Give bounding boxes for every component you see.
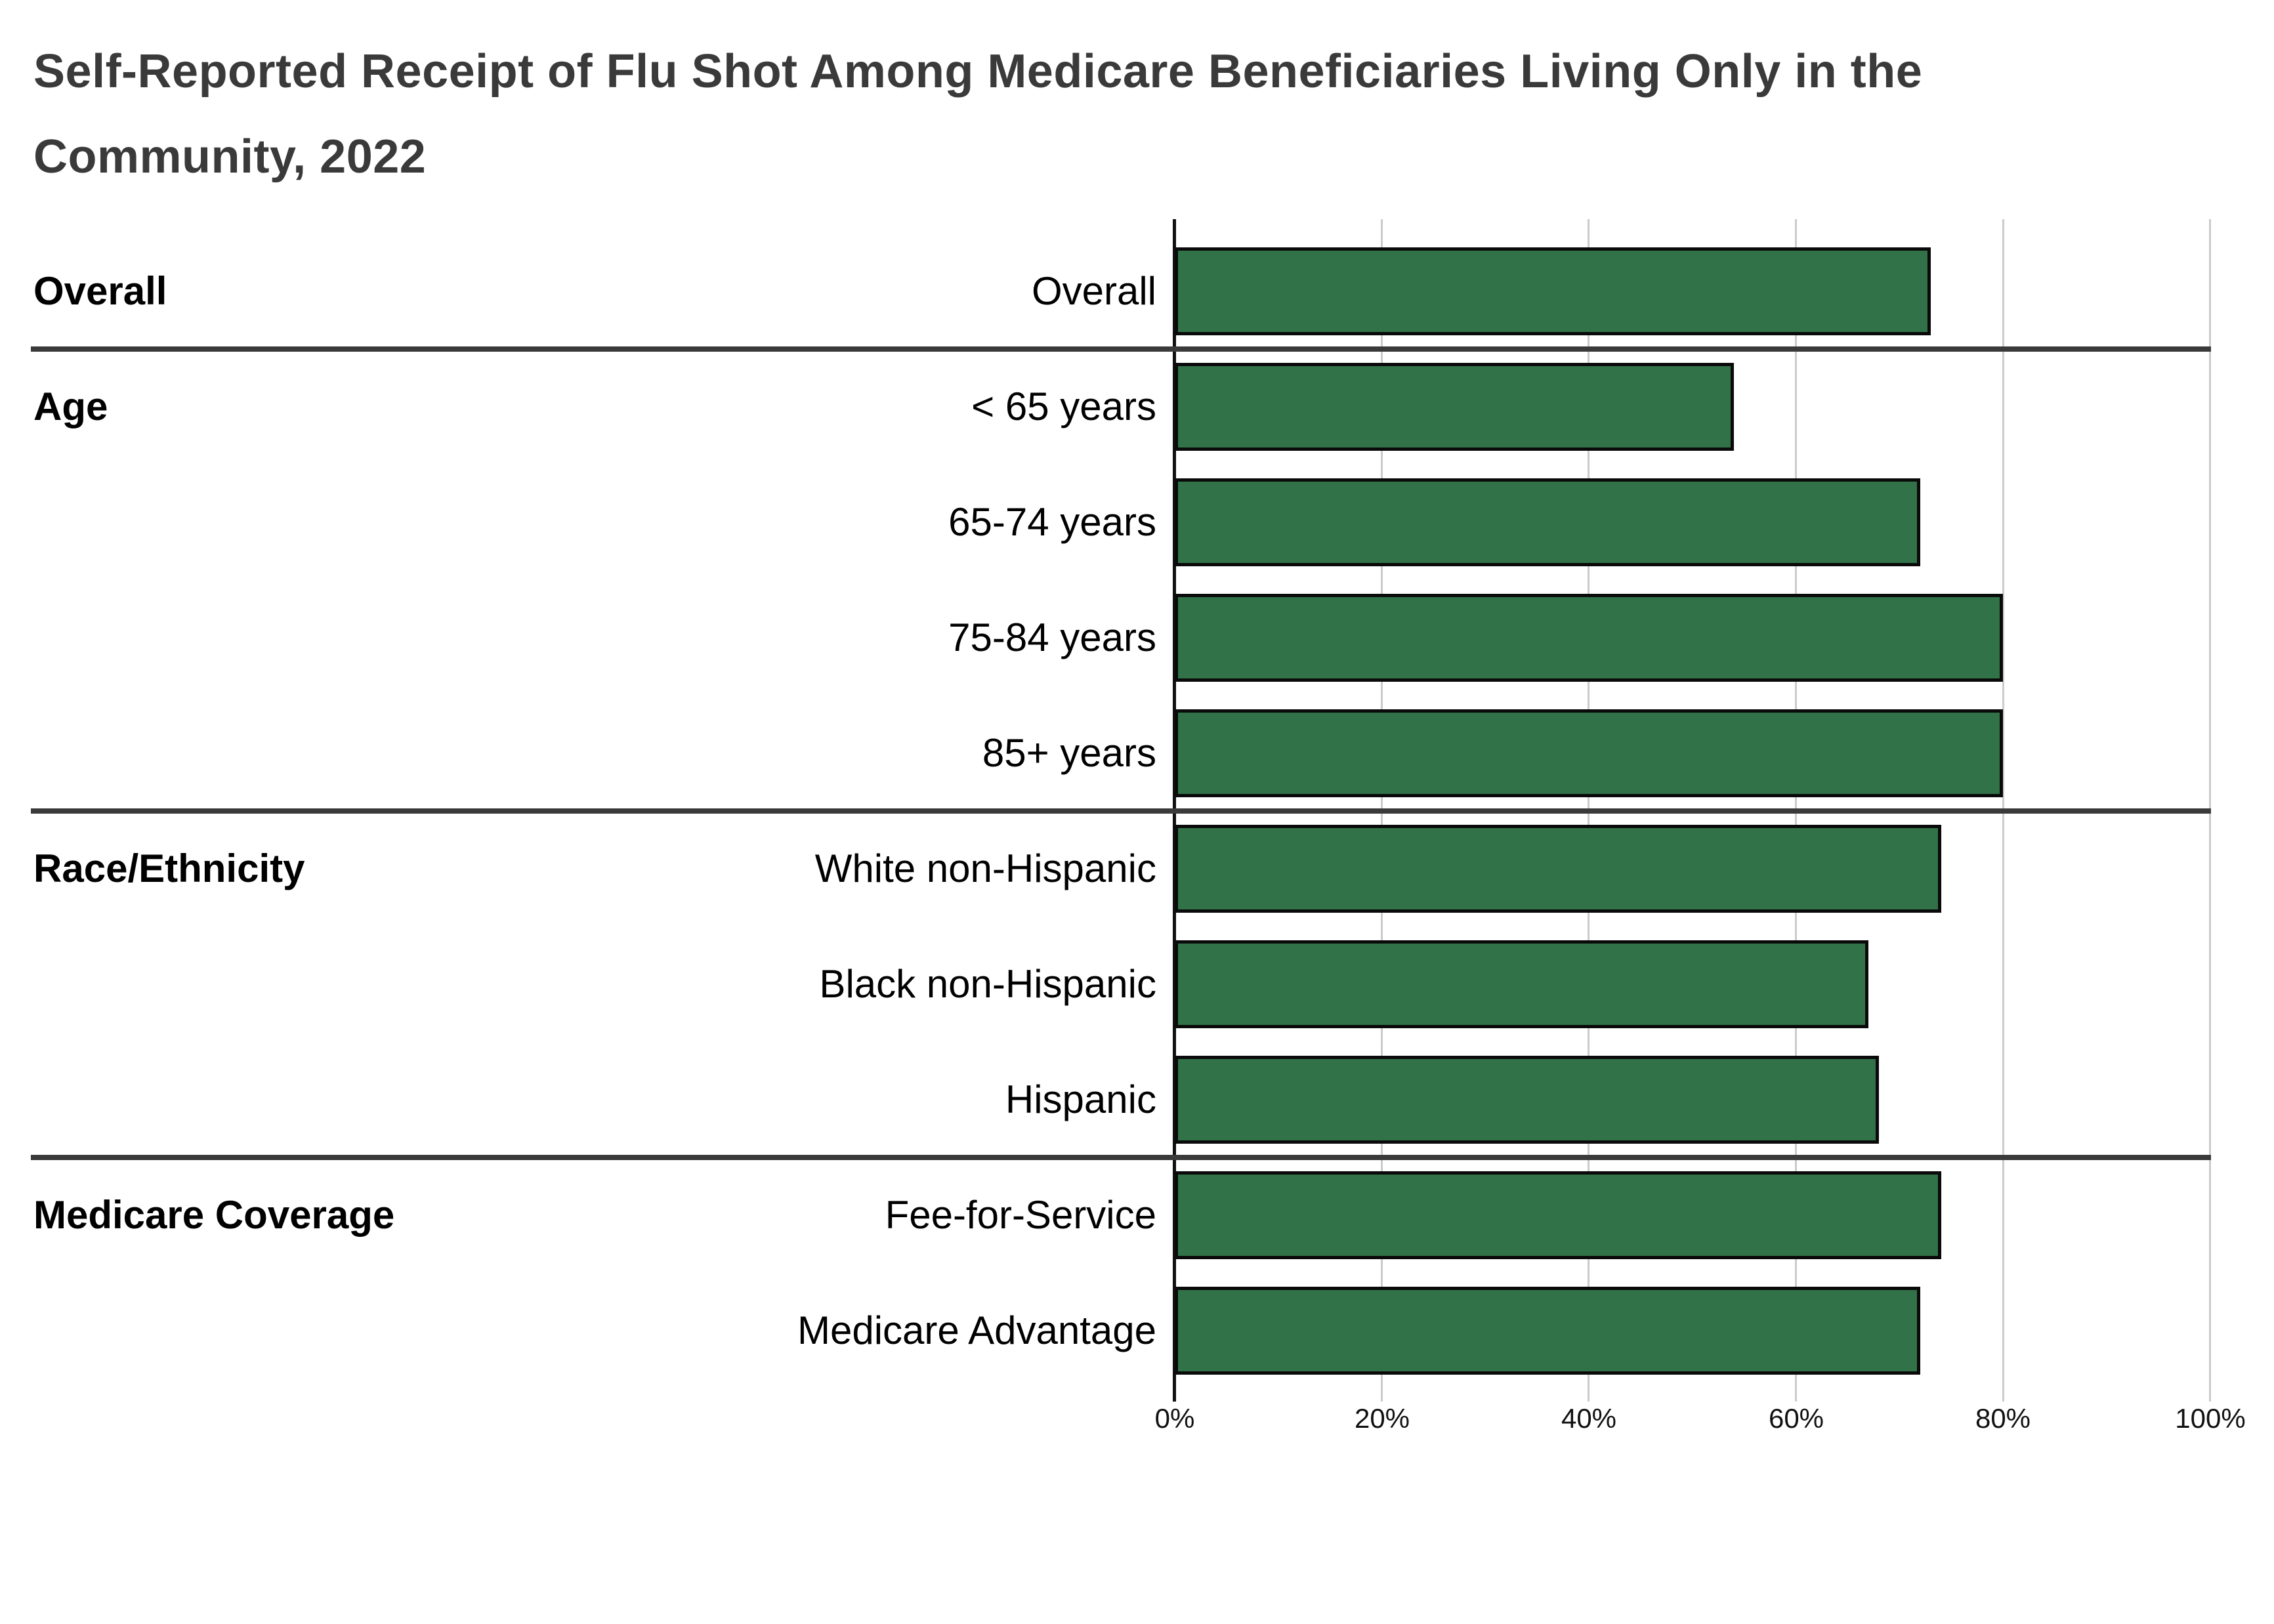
x-tick-label-60: 60%: [1768, 1403, 1824, 1434]
x-tick-label-40: 40%: [1561, 1403, 1617, 1434]
section-divider-overall-age: [31, 346, 2211, 352]
x-tick-label-80: 80%: [1975, 1403, 2031, 1434]
x-tick-label-0: 0%: [1154, 1403, 1195, 1434]
bar-fee-for-service: [1175, 1171, 1941, 1259]
chart-row-fee-for-service: Medicare Coverage Fee-for-Service: [0, 1157, 2274, 1273]
x-tick-label-100: 100%: [2175, 1403, 2246, 1434]
section-divider-age-race: [31, 808, 2211, 814]
chart-rows: Overall Overall Age < 65 years 65-74 yea…: [0, 234, 2274, 1388]
chart-title-line-1: Self-Reported Receipt of Flu Shot Among …: [33, 45, 1923, 98]
section-label-medicare-coverage: Medicare Coverage: [33, 1193, 395, 1237]
chart-row-overall: Overall Overall: [0, 234, 2274, 349]
chart-row-85-plus: 85+ years: [0, 696, 2274, 811]
bar-white-non-hispanic: [1175, 825, 1941, 913]
bar-75-84: [1175, 594, 2004, 682]
section-label-race-ethnicity: Race/Ethnicity: [33, 846, 305, 890]
row-label: Medicare Advantage: [797, 1308, 1156, 1352]
row-label: Fee-for-Service: [885, 1193, 1156, 1237]
chart-row-65-74: 65-74 years: [0, 465, 2274, 580]
row-label: 75-84 years: [948, 615, 1156, 659]
chart-row-black-non-hispanic: Black non-Hispanic: [0, 927, 2274, 1042]
section-label-age: Age: [33, 385, 108, 428]
chart-row-hispanic: Hispanic: [0, 1042, 2274, 1157]
chart-title: Self-Reported Receipt of Flu Shot Among …: [33, 29, 2225, 199]
bar-hispanic: [1175, 1056, 1879, 1144]
section-label-overall: Overall: [33, 269, 167, 313]
bar-65-74: [1175, 478, 1921, 566]
row-label: White non-Hispanic: [814, 846, 1156, 890]
bar-85-plus: [1175, 709, 2004, 797]
row-label: Hispanic: [1005, 1077, 1156, 1121]
chart-row-white-non-hispanic: Race/Ethnicity White non-Hispanic: [0, 811, 2274, 927]
chart-row-medicare-advantage: Medicare Advantage: [0, 1273, 2274, 1388]
section-divider-race-coverage: [31, 1155, 2211, 1160]
bar-under-65: [1175, 363, 1735, 451]
chart-title-line-2: Community, 2022: [33, 131, 427, 183]
bar-black-non-hispanic: [1175, 940, 1869, 1028]
chart-row-under-65: Age < 65 years: [0, 349, 2274, 465]
row-label: < 65 years: [971, 385, 1156, 428]
row-label: 85+ years: [982, 731, 1156, 775]
x-tick-label-20: 20%: [1354, 1403, 1410, 1434]
bar-medicare-advantage: [1175, 1287, 1921, 1375]
bar-overall: [1175, 247, 1931, 335]
row-label: Overall: [1031, 269, 1156, 313]
row-label: Black non-Hispanic: [819, 962, 1156, 1006]
row-label: 65-74 years: [948, 500, 1156, 544]
chart-row-75-84: 75-84 years: [0, 580, 2274, 696]
